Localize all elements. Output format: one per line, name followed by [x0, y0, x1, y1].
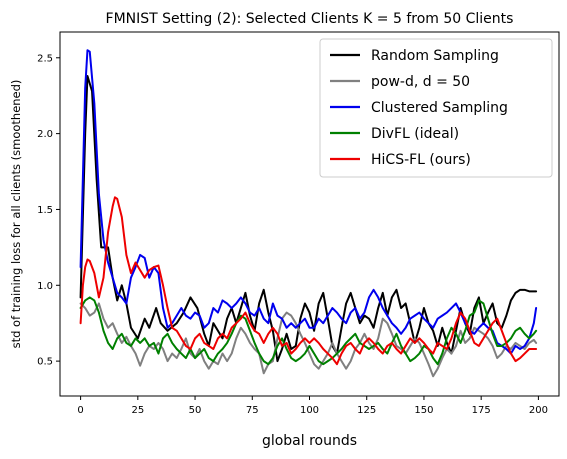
series-line-4: [79, 196, 538, 366]
legend-label: Clustered Sampling: [371, 100, 508, 116]
y-tick-label: 1.0: [37, 281, 53, 292]
x-tick-label: 100: [300, 405, 319, 416]
x-tick-label: 150: [414, 405, 433, 416]
plot-lines: [79, 49, 538, 378]
x-tick-label: 175: [472, 405, 491, 416]
y-tick-label: 2.5: [37, 53, 53, 64]
y-tick-label: 1.5: [37, 205, 53, 216]
y-axis-ticks: 0.5 1.0 1.5 2.0 2.5: [37, 53, 60, 368]
x-tick-label: 50: [189, 405, 202, 416]
series-line-3: [79, 296, 538, 366]
series-line-1: [79, 302, 538, 378]
y-axis-label: std of training loss for all clients (sm…: [9, 80, 23, 349]
legend: Random Sampling pow-d, d = 50 Clustered Sa…: [319, 38, 553, 178]
legend-label: DivFL (ideal): [371, 126, 459, 142]
x-tick-label: 25: [131, 405, 144, 416]
x-tick-label: 200: [529, 405, 548, 416]
x-tick-label: 0: [77, 405, 83, 416]
chart-title: FMNIST Setting (2): Selected Clients K =…: [106, 11, 514, 27]
legend-label: Random Sampling: [371, 48, 499, 64]
x-axis-ticks: 0 25 50 75 100 125 150 175 200: [77, 396, 548, 416]
x-tick-label: 125: [357, 405, 376, 416]
y-tick-label: 2.0: [37, 129, 53, 140]
legend-label: HiCS-FL (ours): [371, 152, 471, 168]
y-tick-label: 0.5: [37, 357, 53, 368]
legend-box: [319, 38, 553, 178]
legend-label: pow-d, d = 50: [371, 74, 470, 90]
x-tick-label: 75: [246, 405, 259, 416]
x-axis-label: global rounds: [262, 433, 357, 449]
